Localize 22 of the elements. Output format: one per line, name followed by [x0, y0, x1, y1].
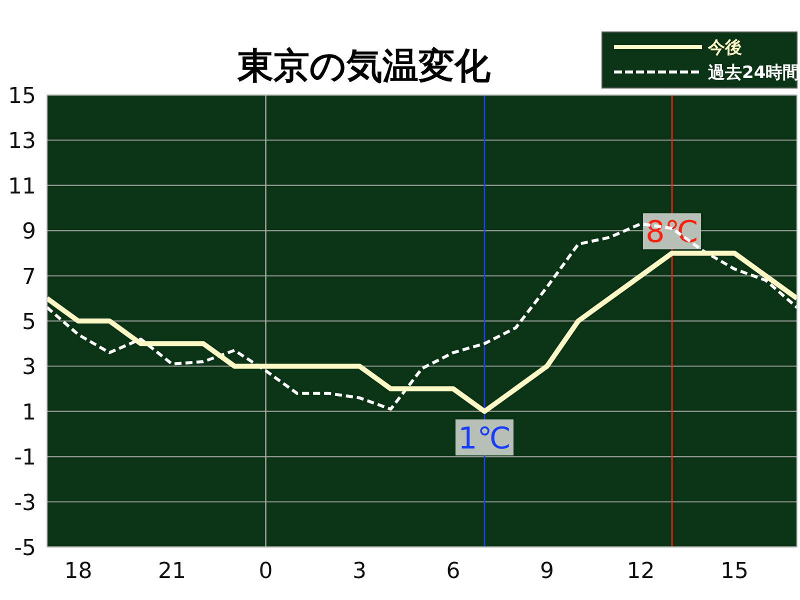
x-tick-label: 6 [446, 559, 460, 584]
x-tick-label: 12 [626, 559, 655, 584]
annotation: 1℃ [458, 421, 511, 456]
x-tick-label: 0 [258, 559, 273, 584]
x-tick-label: 15 [720, 559, 748, 584]
y-tick-label: 1 [22, 400, 36, 426]
x-tick-label: 21 [158, 559, 186, 584]
text: 今後 [707, 38, 742, 58]
y-tick-label: 11 [8, 174, 36, 200]
y-tick-label: 15 [8, 84, 36, 109]
x-tick-label: 9 [540, 559, 554, 584]
y-tick-label: 9 [22, 220, 36, 245]
y-tick-label: -3 [14, 490, 36, 516]
chart-title: 東京の気温変化 [236, 46, 492, 87]
x-tick-label: 18 [64, 559, 92, 584]
y-tick-label: 5 [22, 310, 36, 335]
y-tick-label: 7 [22, 264, 36, 290]
x-tick-label: 3 [352, 559, 366, 584]
y-tick-label: 13 [8, 129, 36, 154]
y-tick-label: -5 [14, 536, 36, 561]
y-tick-label: 3 [22, 355, 36, 380]
y-tick-label: -1 [14, 446, 36, 471]
